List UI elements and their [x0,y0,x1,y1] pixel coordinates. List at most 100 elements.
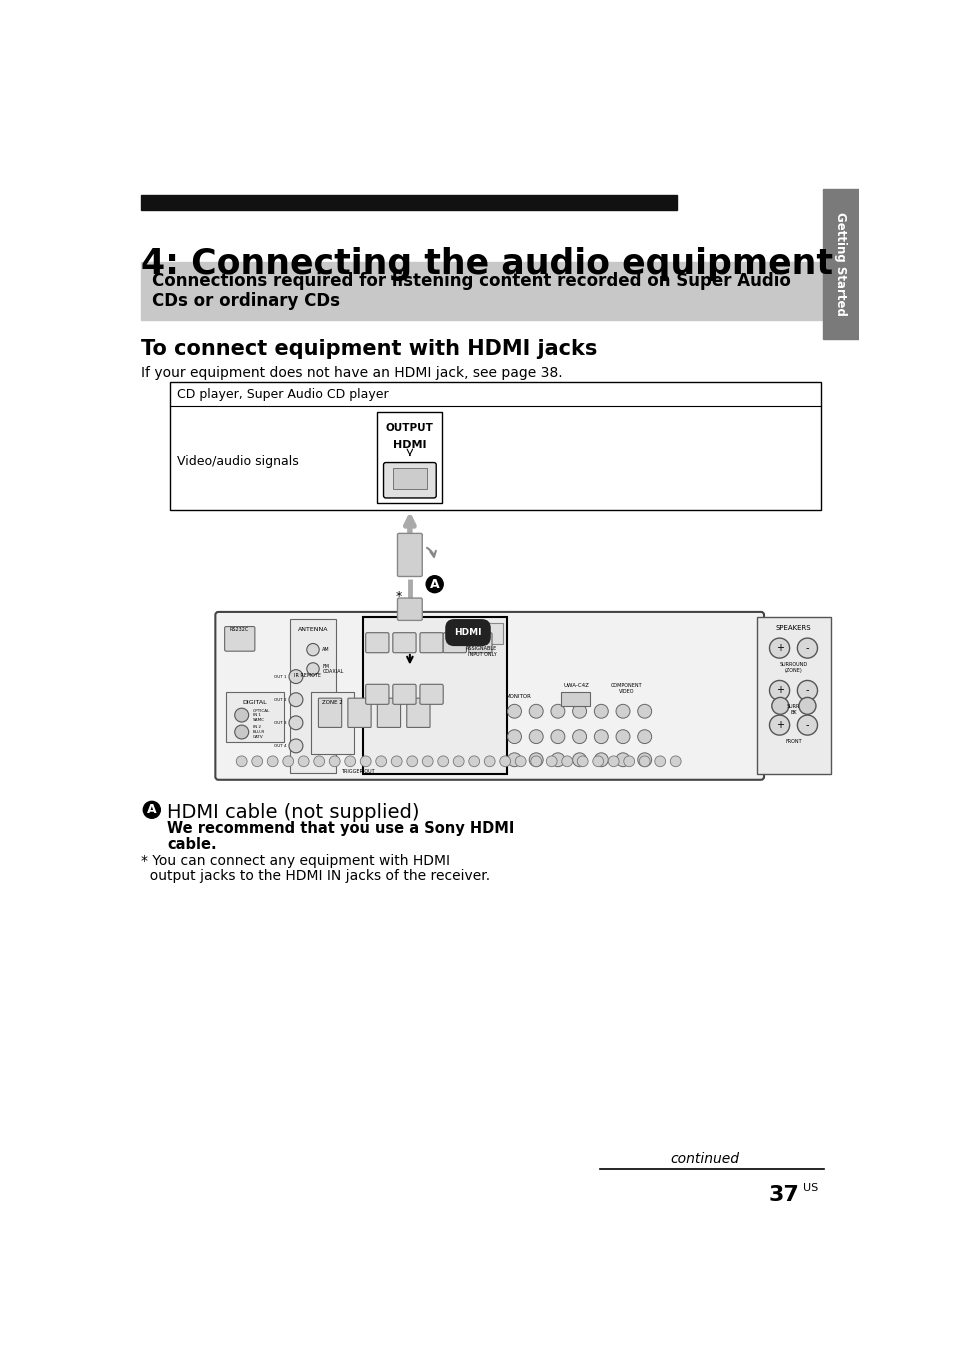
FancyBboxPatch shape [419,633,443,653]
Circle shape [375,756,386,767]
Text: CD player, Super Audio CD player: CD player, Super Audio CD player [177,388,389,400]
Circle shape [406,756,417,767]
Text: IN 2
BLU-R
CATV: IN 2 BLU-R CATV [253,726,265,738]
Text: SURR
BK: SURR BK [786,704,800,715]
Circle shape [499,756,510,767]
Circle shape [530,756,541,767]
Text: AM: AM [322,648,330,652]
Text: TRIGGER OUT: TRIGGER OUT [341,769,375,773]
FancyBboxPatch shape [468,633,492,653]
Circle shape [608,756,618,767]
Text: Connections required for listening content recorded on Super Audio: Connections required for listening conte… [152,272,790,289]
Text: UWA-C4Z: UWA-C4Z [563,683,589,688]
Circle shape [797,715,817,735]
Circle shape [234,725,249,740]
Circle shape [546,756,557,767]
Text: ANTENNA: ANTENNA [297,626,328,631]
Circle shape [289,669,303,684]
Text: +: + [775,721,782,730]
Circle shape [307,644,319,656]
Circle shape [572,730,586,744]
Text: cable.: cable. [167,837,216,852]
Bar [393,468,427,489]
Circle shape [529,753,542,767]
FancyBboxPatch shape [318,698,341,727]
Circle shape [484,756,495,767]
Bar [822,189,858,339]
Text: If your equipment does not have an HDMI jack, see page 38.: If your equipment does not have an HDMI … [141,366,562,380]
FancyBboxPatch shape [224,626,254,652]
Circle shape [468,756,479,767]
Bar [363,618,506,775]
Text: HDMI: HDMI [393,441,426,450]
Text: OPTICAL
IN 1
SAMC: OPTICAL IN 1 SAMC [253,708,270,722]
Circle shape [252,756,262,767]
FancyBboxPatch shape [377,698,400,727]
Text: US: US [802,1183,817,1194]
Circle shape [282,756,294,767]
Circle shape [234,708,249,722]
Bar [141,195,677,210]
Circle shape [637,753,651,767]
Circle shape [550,704,564,718]
Circle shape [307,662,319,675]
Text: +: + [775,644,782,653]
Text: IR REMOTE: IR REMOTE [294,673,321,677]
Text: OUT 3: OUT 3 [274,721,286,725]
Circle shape [289,715,303,730]
Bar [311,692,354,753]
Text: -: - [805,685,808,695]
Circle shape [437,756,448,767]
Circle shape [616,730,629,744]
FancyBboxPatch shape [443,633,466,653]
Text: A: A [147,803,156,817]
Text: To connect equipment with HDMI jacks: To connect equipment with HDMI jacks [141,339,597,360]
FancyBboxPatch shape [348,698,371,727]
Text: *: * [395,589,402,603]
Circle shape [453,756,464,767]
Circle shape [798,698,815,714]
Text: FM
COAXIAL: FM COAXIAL [322,664,343,675]
Circle shape [426,576,443,592]
Bar [459,623,502,645]
Circle shape [507,730,521,744]
Text: COMPONENT
VIDEO: COMPONENT VIDEO [611,683,642,694]
Circle shape [515,756,525,767]
Text: OUT 1: OUT 1 [274,675,286,679]
Circle shape [616,753,629,767]
Circle shape [289,692,303,707]
Circle shape [289,740,303,753]
Circle shape [344,756,355,767]
Text: RS232C: RS232C [230,627,249,633]
Circle shape [771,698,788,714]
Circle shape [507,704,521,718]
Text: FRONT: FRONT [784,740,801,744]
Text: HDMI: HDMI [454,629,481,637]
Text: 4: Connecting the audio equipment: 4: Connecting the audio equipment [141,247,832,281]
Circle shape [572,704,586,718]
Circle shape [797,680,817,700]
Circle shape [616,704,629,718]
Circle shape [550,730,564,744]
FancyBboxPatch shape [365,684,389,704]
FancyBboxPatch shape [393,633,416,653]
Circle shape [298,756,309,767]
Text: DIGITAL: DIGITAL [242,700,267,704]
Circle shape [670,756,680,767]
FancyBboxPatch shape [383,462,436,498]
Circle shape [529,704,542,718]
Circle shape [592,756,603,767]
Circle shape [236,756,247,767]
Text: output jacks to the HDMI IN jacks of the receiver.: output jacks to the HDMI IN jacks of the… [141,869,490,883]
Circle shape [507,753,521,767]
Circle shape [769,680,789,700]
Circle shape [422,756,433,767]
Text: HDMI cable (not supplied): HDMI cable (not supplied) [167,803,419,822]
Bar [377,412,442,503]
Circle shape [637,704,651,718]
Circle shape [577,756,587,767]
Bar [226,692,284,742]
Text: +: + [775,685,782,695]
FancyBboxPatch shape [397,598,422,621]
Text: OUT 4: OUT 4 [274,744,286,748]
